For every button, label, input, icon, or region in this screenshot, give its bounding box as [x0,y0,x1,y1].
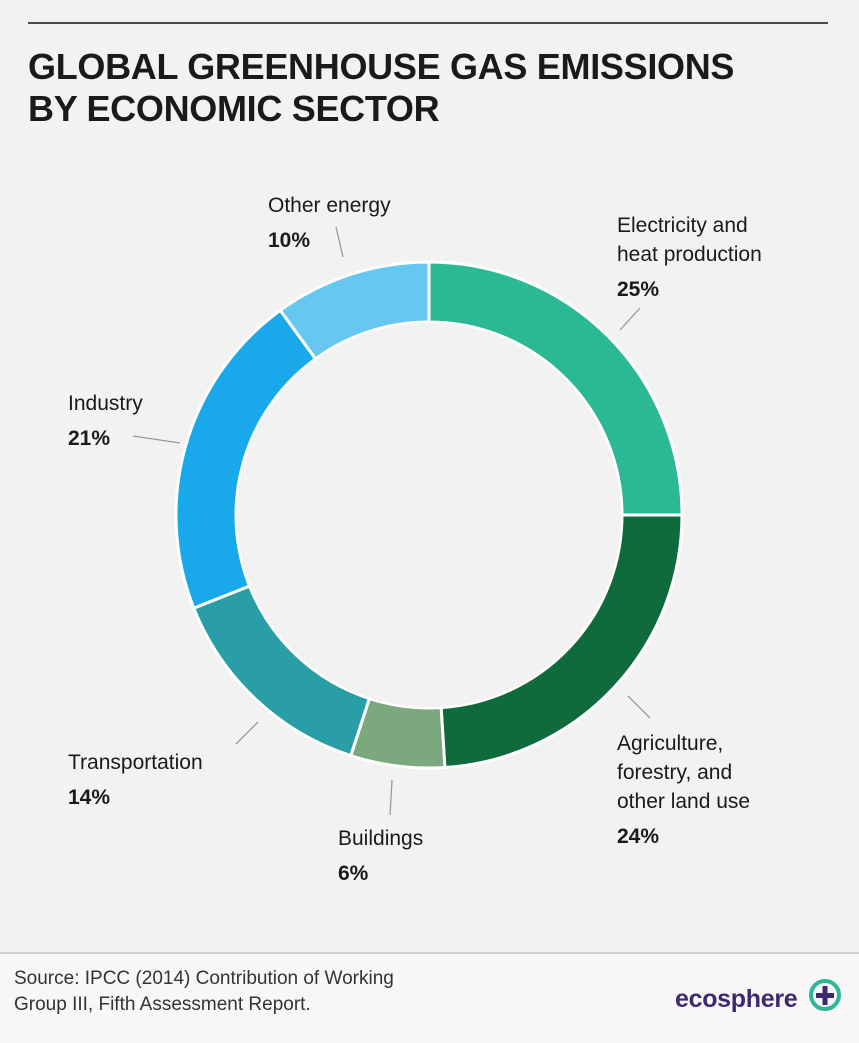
slice-label-electricity-and-heat-production: Electricity and heat production 25% [617,214,762,301]
slice-name-other-energy-line-1: Other energy [268,194,391,217]
slice-name-transportation-line-1: Transportation [68,751,203,774]
slice-name-agriculture-forestry-and-other-land-use-line-2: forestry, and [617,761,732,784]
slice-name-electricity-and-heat-production-line-1: Electricity and [617,214,748,237]
slice-value-agriculture-forestry-and-other-land-use: 24% [617,825,659,848]
slice-label-agriculture-forestry-and-other-land-use: Agriculture, forestry, and other land use 2… [617,732,750,848]
slice-label-other-energy: Other energy 10% [268,194,391,252]
slice-value-industry: 21% [68,427,110,450]
slice-name-electricity-and-heat-production-line-2: heat production [617,243,762,266]
leader-line-transportation [236,722,258,744]
leader-line-agriculture-forestry-and-other-land-use [628,696,650,718]
slice-label-buildings: Buildings 6% [338,827,423,885]
slice-value-transportation: 14% [68,786,110,809]
slice-value-other-energy: 10% [268,229,310,252]
brand-logo-text: ecosphere [675,985,797,1014]
slice-value-electricity-and-heat-production: 25% [617,278,659,301]
slice-value-buildings: 6% [338,862,369,885]
leader-line-buildings [390,780,392,815]
slice-label-industry: Industry 21% [68,392,143,450]
slice-label-transportation: Transportation 14% [68,751,203,809]
source-line-2: Group III, Fifth Assessment Report. [14,992,514,1018]
donut-hole [237,323,621,707]
source-note: Source: IPCC (2014) Contribution of Work… [14,966,514,1018]
leader-line-other-energy [336,227,343,257]
source-line-1: Source: IPCC (2014) Contribution of Work… [14,966,514,992]
slice-name-agriculture-forestry-and-other-land-use-line-1: Agriculture, [617,732,723,755]
slice-name-buildings-line-1: Buildings [338,827,423,850]
brand-plus-icon [807,975,843,1015]
leader-line-electricity-and-heat-production [620,308,640,330]
leader-line-industry [133,436,180,443]
slice-name-industry-line-1: Industry [68,392,143,415]
donut-chart: Electricity and heat production 25% Agricul… [0,0,859,950]
slice-name-agriculture-forestry-and-other-land-use-line-3: other land use [617,790,750,813]
